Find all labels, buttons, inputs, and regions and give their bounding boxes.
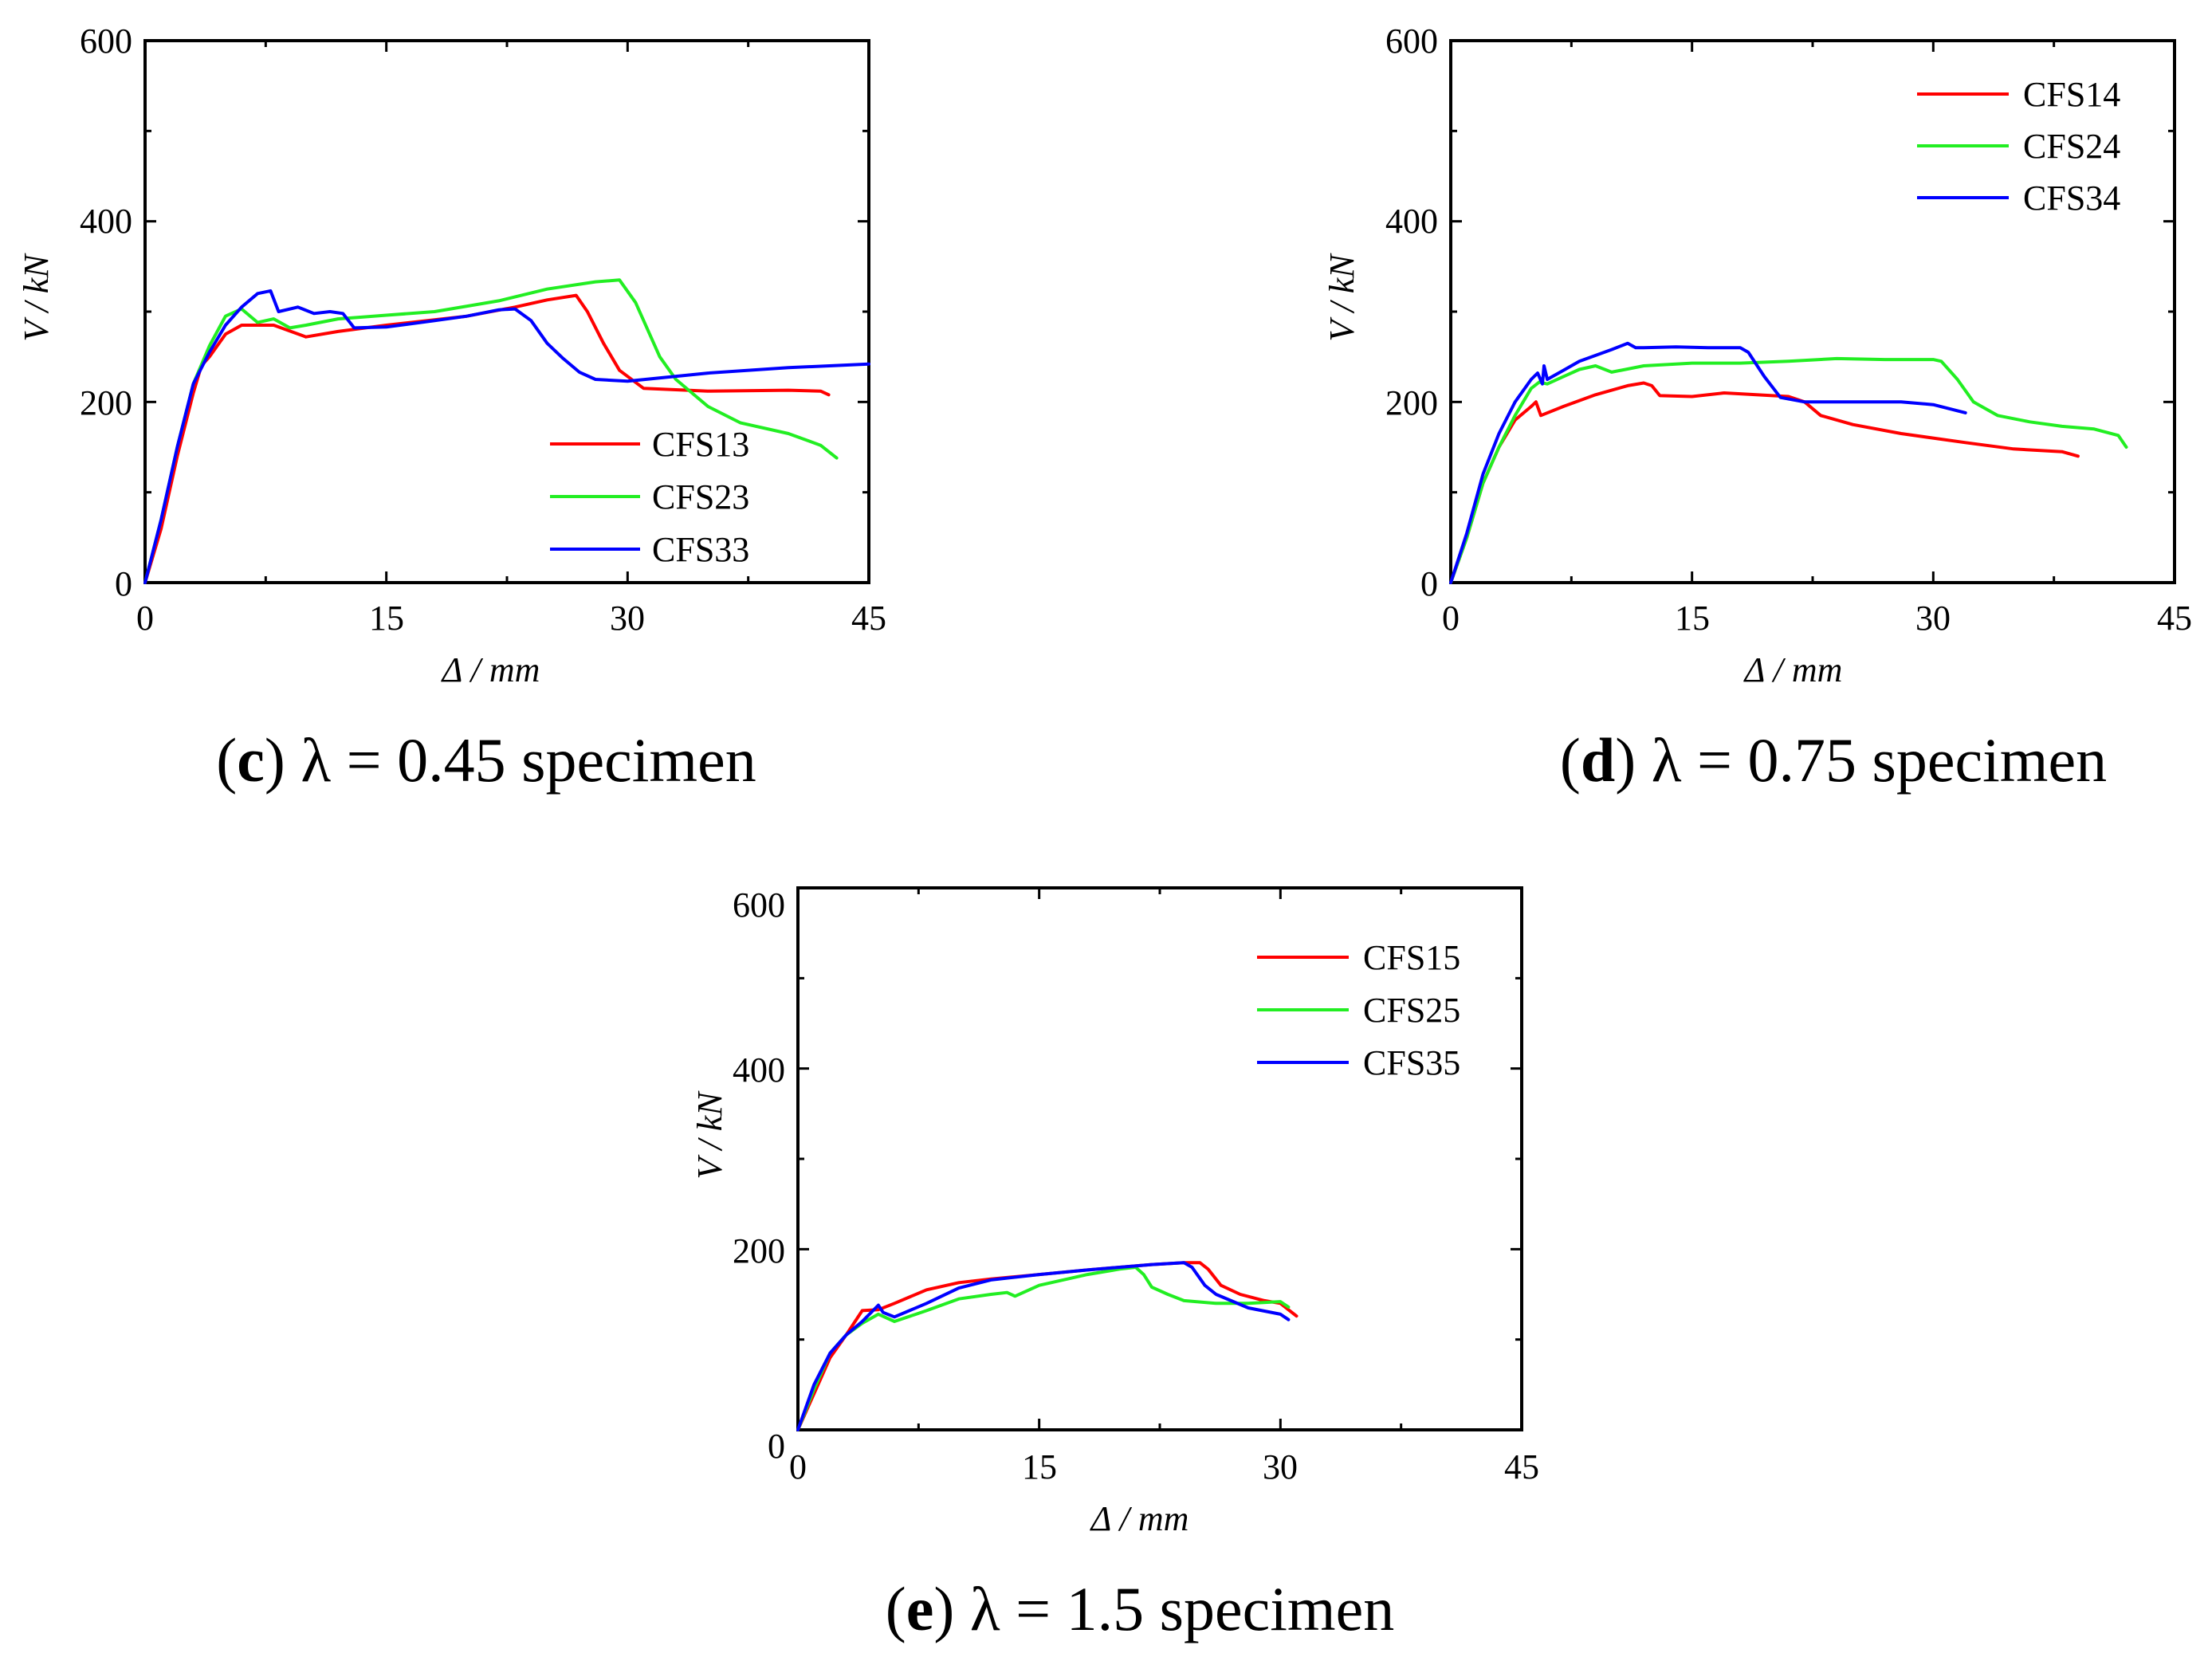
x-tick-label-e-0: 0	[789, 1447, 807, 1486]
y-tick-label-c-400: 400	[80, 202, 132, 241]
series-line-cfs23	[143, 278, 839, 584]
x-tick-label-d-45: 45	[2157, 599, 2192, 638]
caption-letter-d: d	[1581, 725, 1615, 795]
chart-panel-e: 600 400 200 0 0 15 30 45 Δ / mm V / kN C…	[690, 885, 1539, 1643]
y-tick-label-c-0: 0	[115, 564, 132, 603]
series-line-cfs34	[1449, 341, 1967, 584]
series-group-d	[1449, 341, 2128, 584]
legend-label-cfs24: CFS24	[2023, 127, 2120, 166]
y-tick-label-d-0: 0	[1420, 564, 1438, 603]
series-line-cfs33	[143, 289, 870, 584]
series-group-c	[143, 278, 870, 584]
series-line-cfs15	[796, 1261, 1299, 1431]
caption-letter-c: c	[237, 725, 265, 795]
y-tick-label-d-600: 600	[1385, 22, 1438, 61]
chart-panel-d: 600 400 200 0 0 15 30 45 Δ / mm V / kN C…	[1322, 22, 2192, 795]
caption-e: (e) λ = 1.5 specimen	[886, 1574, 1394, 1643]
legend-e: CFS15 CFS25 CFS35	[1257, 938, 1460, 1082]
y-axis-label-d: V / kN	[1322, 253, 1361, 342]
tick-marks-e	[796, 886, 1523, 1431]
y-tick-label-e-0: 0	[768, 1427, 785, 1466]
x-tick-label-d-0: 0	[1442, 599, 1460, 638]
tick-marks-c	[143, 39, 870, 584]
x-tick-label-c-45: 45	[851, 599, 886, 638]
x-tick-label-e-30: 30	[1263, 1447, 1298, 1486]
caption-text-d: λ = 0.75 specimen	[1652, 725, 2107, 795]
y-axis-label-e: V / kN	[690, 1090, 729, 1180]
y-tick-label-c-200: 200	[80, 383, 132, 422]
y-axis-label-c: V / kN	[17, 253, 56, 342]
y-tick-label-e-600: 600	[733, 885, 785, 925]
x-axis-label-d: Δ / mm	[1743, 650, 1843, 689]
legend-label-cfs15: CFS15	[1363, 938, 1460, 977]
series-group-e	[796, 1261, 1299, 1431]
y-tick-label-e-400: 400	[733, 1050, 785, 1090]
x-tick-label-c-30: 30	[610, 599, 645, 638]
x-axis-label-e: Δ / mm	[1090, 1499, 1189, 1538]
caption-c: (c) λ = 0.45 specimen	[216, 725, 756, 795]
x-tick-label-e-45: 45	[1504, 1447, 1539, 1486]
caption-d: (d) λ = 0.75 specimen	[1560, 725, 2107, 795]
plot-frame-d	[1449, 39, 2176, 584]
y-tick-label-c-600: 600	[80, 22, 132, 61]
x-axis-label-c: Δ / mm	[441, 650, 540, 689]
legend-label-cfs35: CFS35	[1363, 1043, 1460, 1082]
legend-c: CFS13 CFS23 CFS33	[550, 425, 749, 569]
tick-marks-d	[1449, 39, 2176, 584]
legend-d: CFS14 CFS24 CFS34	[1917, 75, 2120, 218]
y-tick-label-d-400: 400	[1385, 202, 1438, 241]
caption-letter-e: e	[906, 1574, 934, 1643]
series-line-cfs14	[1449, 381, 2080, 584]
series-line-cfs35	[796, 1261, 1291, 1431]
caption-text-c: λ = 0.45 specimen	[301, 725, 756, 795]
plot-frame-c	[143, 39, 870, 584]
legend-label-cfs25: CFS25	[1363, 991, 1460, 1030]
y-tick-label-d-200: 200	[1385, 383, 1438, 422]
caption-text-e: λ = 1.5 specimen	[970, 1574, 1394, 1643]
x-tick-label-c-15: 15	[369, 599, 404, 638]
legend-label-cfs13: CFS13	[652, 425, 749, 464]
y-tick-label-e-200: 200	[733, 1231, 785, 1270]
legend-label-cfs33: CFS33	[652, 530, 749, 569]
chart-panel-c: 600 400 200 0 0 15 30 45 Δ / mm V / kN C…	[17, 22, 886, 795]
legend-label-cfs34: CFS34	[2023, 179, 2120, 218]
x-tick-label-c-0: 0	[136, 599, 154, 638]
legend-label-cfs23: CFS23	[652, 477, 749, 516]
legend-label-cfs14: CFS14	[2023, 75, 2120, 114]
series-line-cfs24	[1449, 356, 2128, 584]
x-tick-label-d-30: 30	[1915, 599, 1951, 638]
x-tick-label-d-15: 15	[1675, 599, 1710, 638]
x-tick-label-e-15: 15	[1022, 1447, 1057, 1486]
